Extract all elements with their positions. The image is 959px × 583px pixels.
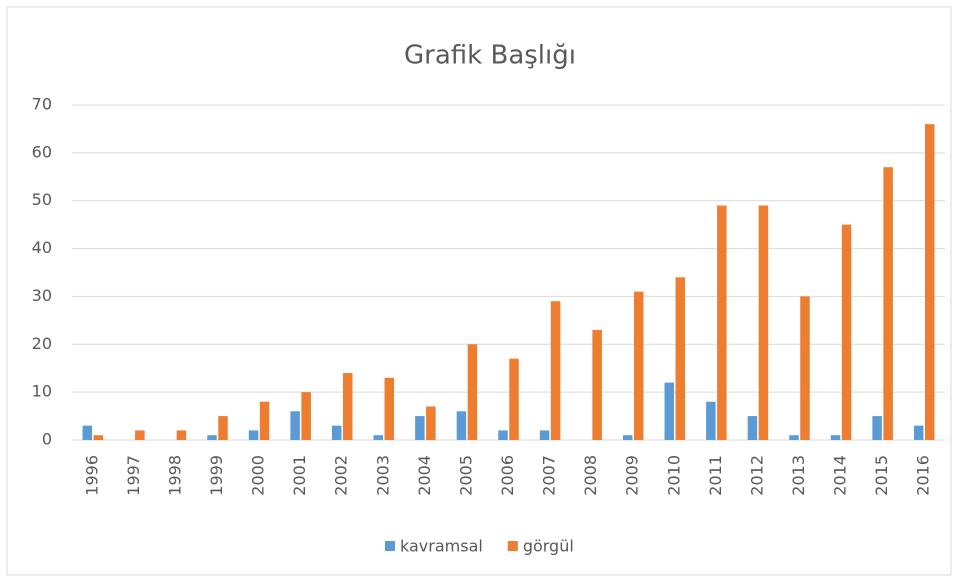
bar xyxy=(467,344,478,440)
bar xyxy=(373,435,384,440)
legend-swatch xyxy=(507,541,518,551)
bar xyxy=(622,435,633,440)
bar xyxy=(415,416,425,440)
bar xyxy=(456,411,467,440)
bar xyxy=(259,401,270,440)
bar xyxy=(789,435,799,440)
x-tick-label: 2008 xyxy=(581,455,600,496)
bar xyxy=(509,358,519,440)
bar xyxy=(706,401,716,440)
bar xyxy=(207,435,217,440)
chart-title: Grafik Başlığı xyxy=(404,41,576,71)
bar xyxy=(498,430,508,440)
x-tick-label: 2004 xyxy=(415,455,434,496)
bar xyxy=(913,425,924,440)
bar xyxy=(426,406,436,440)
bar xyxy=(592,329,602,440)
x-tick-label: 2006 xyxy=(498,455,517,496)
y-tick-label: 20 xyxy=(32,334,52,353)
x-tick-label: 2011 xyxy=(706,455,725,496)
bar xyxy=(747,416,758,440)
x-tick-label: 1997 xyxy=(124,455,143,496)
x-tick-label: 2009 xyxy=(623,455,642,496)
bar xyxy=(301,392,311,440)
x-tick-label: 1996 xyxy=(82,455,101,496)
bar xyxy=(331,425,342,440)
legend-swatch xyxy=(385,541,395,551)
bar xyxy=(135,430,145,440)
x-tick-label: 2016 xyxy=(914,455,933,496)
bar xyxy=(924,124,935,441)
y-tick-label: 50 xyxy=(32,190,52,209)
bar xyxy=(550,301,561,440)
bar xyxy=(218,416,228,440)
bar xyxy=(830,435,841,440)
y-tick-label: 40 xyxy=(32,238,52,257)
bar xyxy=(633,291,644,440)
bar xyxy=(675,277,686,440)
bar xyxy=(290,411,300,440)
bar xyxy=(664,382,675,440)
x-tick-label: 2013 xyxy=(789,455,808,496)
y-tick-label: 0 xyxy=(42,430,52,449)
y-tick-label: 10 xyxy=(32,382,52,401)
x-tick-label: 2003 xyxy=(373,455,392,496)
chart-border xyxy=(6,6,952,576)
x-tick-label: 2001 xyxy=(290,455,309,496)
bar xyxy=(717,205,727,440)
x-tick-label: 2010 xyxy=(664,455,683,496)
bar xyxy=(176,430,187,440)
bar xyxy=(539,430,550,440)
x-tick-label: 2000 xyxy=(249,455,268,496)
x-tick-label: 2014 xyxy=(831,455,850,496)
bar xyxy=(248,430,259,440)
bar xyxy=(872,416,882,440)
bar xyxy=(384,377,395,440)
x-tick-label: 2007 xyxy=(540,455,559,496)
bar xyxy=(758,205,769,440)
bar xyxy=(82,425,93,440)
y-tick-label: 70 xyxy=(32,95,52,114)
x-tick-label: 1998 xyxy=(165,455,184,496)
x-tick-label: 2002 xyxy=(332,455,351,496)
bar xyxy=(841,224,852,440)
legend-label: görgül xyxy=(523,537,574,556)
bar xyxy=(93,435,104,440)
bar xyxy=(883,167,893,440)
bar xyxy=(342,373,353,440)
x-tick-label: 2005 xyxy=(456,455,475,496)
x-tick-label: 2015 xyxy=(872,455,891,496)
y-tick-label: 30 xyxy=(32,286,52,305)
y-tick-label: 60 xyxy=(32,142,52,161)
legend-label: kavramsal xyxy=(400,537,483,556)
x-tick-label: 2012 xyxy=(747,455,766,496)
x-tick-label: 1999 xyxy=(207,455,226,496)
bar xyxy=(800,296,810,440)
